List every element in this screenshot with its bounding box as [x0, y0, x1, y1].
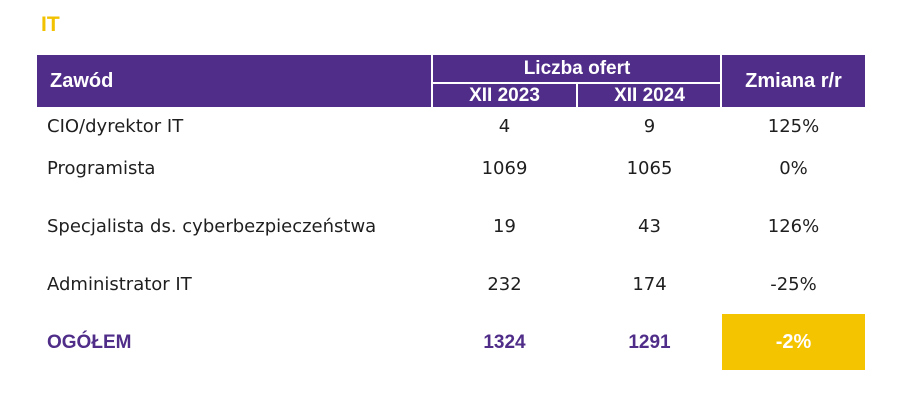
value-2024-cell: 1065	[626, 158, 673, 179]
change-cell: 126%	[767, 216, 820, 237]
header-profession-label: Zawód	[50, 69, 114, 92]
profession-cell: Programista	[47, 158, 156, 179]
profession-cell: Specjalista ds. cyberbezpieczeństwa	[47, 216, 377, 237]
change-cell: -25%	[770, 274, 817, 295]
value-2023-cell: 4	[498, 116, 511, 137]
value-2023-cell: 232	[487, 274, 522, 295]
header-period-2024: XII 2024	[578, 84, 721, 107]
total-change: -2%	[775, 330, 812, 353]
total-label: OGÓŁEM	[47, 332, 132, 353]
header-divider	[576, 82, 578, 107]
total-2024: 1291	[628, 332, 671, 353]
total-2023: 1324	[483, 332, 526, 353]
value-2024-cell: 9	[643, 116, 656, 137]
section-title: IT	[41, 13, 60, 36]
value-2024-cell: 174	[632, 274, 667, 295]
header-period-2023: XII 2023	[433, 84, 576, 107]
header-offers-group: Liczba ofert	[433, 55, 721, 82]
value-2024-cell: 43	[638, 216, 661, 237]
change-cell: 0%	[779, 158, 808, 179]
header-divider	[431, 55, 433, 107]
profession-cell: Administrator IT	[47, 274, 192, 295]
header-divider	[433, 82, 721, 84]
profession-cell: CIO/dyrektor IT	[47, 116, 184, 137]
header-divider	[720, 55, 722, 107]
value-2023-cell: 19	[493, 216, 516, 237]
header-change: Zmiana r/r	[722, 55, 865, 107]
value-2023-cell: 1069	[481, 158, 528, 179]
change-cell: 125%	[767, 116, 820, 137]
total-change-badge: -2%	[722, 314, 865, 370]
